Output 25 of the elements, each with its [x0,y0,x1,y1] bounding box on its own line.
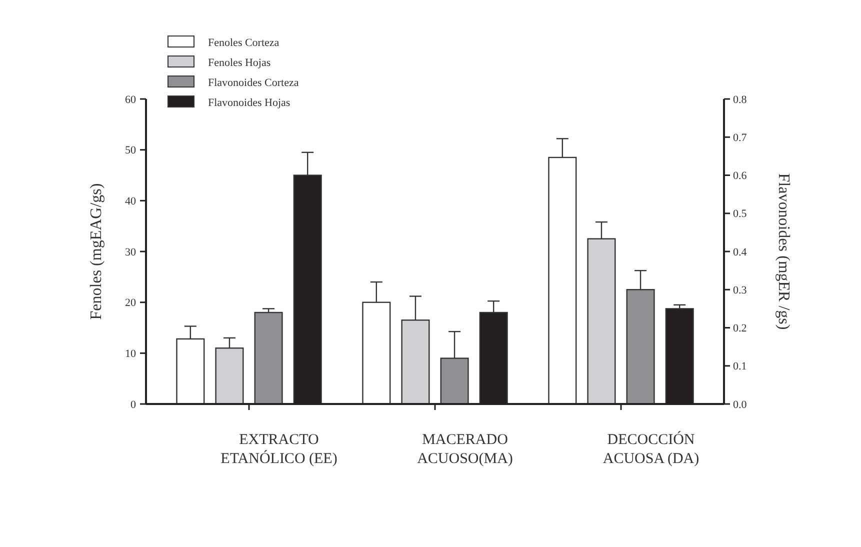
x-tick-label: MACERADO ACUOSO(MA) [417,432,513,467]
y2-tick-label: 0.4 [733,246,748,258]
y2-tick-label: 0.1 [733,360,747,373]
legend-label: Fenoles Corteza [208,36,280,49]
y2-tick-label: 0.5 [733,208,748,220]
y-tick-label: 40 [125,196,136,208]
y-axis-title: Fenoles (mgEAG/gs) [88,183,105,320]
y-tick-label: 30 [125,246,136,258]
legend-label: Fenoles Hojas [208,56,271,69]
y2-tick-label: 0.7 [733,132,748,144]
y-tick-label: 0 [130,398,136,411]
legend-label: Flavonoides Hojas [208,96,290,109]
legend-label: Flavonoides Corteza [208,76,299,89]
x-tick-label: EXTRACTO ETANÓLICO (EE) [220,432,338,467]
x-tick-label: DECOCCIÓN ACUOSA (DA) [602,431,700,467]
y2-tick-label: 0.3 [733,284,748,296]
y2-tick-label: 0.0 [733,398,748,411]
y2-axis-title: Flavonoides (mgER /gs) [775,173,792,330]
y-tick-label: 50 [125,144,136,157]
y2-tick-label: 0.6 [733,170,748,182]
y2-tick-label: 0.2 [733,322,747,335]
y-tick-label: 20 [125,297,136,310]
y-tick-label: 60 [125,94,136,106]
y2-tick-label: 0.8 [733,94,748,106]
y-tick-label: 10 [125,348,136,360]
